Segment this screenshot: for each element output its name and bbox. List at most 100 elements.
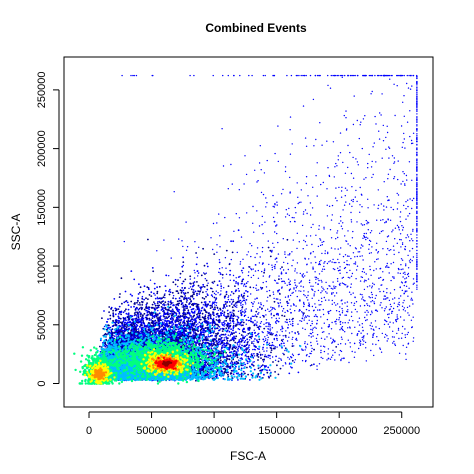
data-point	[339, 313, 341, 316]
data-point	[290, 356, 293, 359]
data-point	[400, 264, 402, 266]
data-point	[392, 261, 395, 264]
data-point	[258, 225, 261, 227]
data-point	[332, 338, 334, 341]
data-point	[291, 318, 293, 321]
data-point	[344, 331, 346, 333]
data-point	[159, 315, 162, 317]
data-point	[282, 338, 284, 341]
data-point	[178, 238, 180, 240]
data-point	[310, 285, 312, 287]
data-point	[416, 230, 418, 232]
data-point	[398, 229, 400, 231]
data-point	[315, 138, 317, 141]
data-point	[304, 341, 306, 343]
data-point	[377, 251, 380, 253]
data-point	[397, 160, 399, 162]
data-point	[273, 338, 275, 341]
data-point	[262, 331, 264, 334]
data-point	[314, 303, 316, 305]
data-point	[336, 303, 339, 305]
data-point	[303, 319, 305, 321]
data-point	[351, 237, 354, 239]
data-point	[320, 183, 322, 186]
data-point	[373, 283, 375, 286]
data-point	[324, 338, 326, 340]
data-point	[332, 281, 334, 283]
data-point	[330, 328, 333, 330]
data-point	[389, 292, 392, 294]
data-point	[416, 108, 418, 110]
data-point	[305, 345, 307, 348]
data-point	[287, 296, 289, 298]
data-point	[374, 74, 376, 77]
data-point	[370, 291, 373, 294]
data-point	[240, 293, 243, 296]
data-point	[404, 184, 406, 186]
data-point	[356, 311, 358, 313]
data-point	[260, 321, 263, 323]
data-point	[291, 216, 293, 219]
data-point	[177, 285, 179, 288]
data-point	[271, 269, 273, 271]
data-point	[416, 136, 418, 138]
data-point	[300, 189, 302, 191]
data-point	[250, 268, 252, 270]
data-point	[360, 343, 362, 345]
data-point	[393, 289, 396, 291]
data-point	[168, 275, 170, 277]
data-point	[225, 291, 228, 293]
data-point	[371, 160, 373, 163]
data-point	[382, 290, 385, 293]
data-point	[411, 299, 414, 301]
data-point	[215, 316, 217, 318]
data-point	[289, 252, 291, 255]
data-point	[265, 322, 267, 324]
data-point	[392, 245, 395, 247]
data-point	[400, 258, 403, 260]
data-point	[312, 266, 314, 268]
data-point	[407, 199, 409, 201]
data-point	[349, 277, 351, 279]
data-point	[313, 293, 315, 295]
data-point	[316, 343, 319, 345]
data-point	[241, 282, 243, 285]
data-point	[373, 142, 375, 144]
data-point	[225, 319, 228, 322]
data-point	[291, 265, 293, 267]
data-point	[381, 157, 383, 159]
data-point	[339, 329, 341, 331]
data-point	[250, 276, 252, 279]
data-point	[308, 315, 310, 318]
data-point	[260, 357, 262, 359]
data-point	[309, 332, 311, 335]
data-point	[274, 258, 276, 260]
data-point	[373, 204, 375, 206]
data-point	[405, 201, 407, 203]
data-point	[416, 90, 418, 92]
data-point	[290, 323, 292, 325]
data-point	[273, 300, 276, 303]
data-point	[238, 189, 240, 191]
data-point	[353, 304, 355, 307]
data-point	[402, 268, 404, 270]
data-point	[288, 358, 291, 360]
data-point	[311, 289, 314, 291]
data-point	[280, 329, 282, 331]
data-point	[188, 287, 190, 290]
data-point	[164, 297, 166, 299]
data-point	[284, 216, 287, 218]
data-point	[352, 123, 355, 126]
data-point	[349, 245, 351, 247]
data-point	[323, 228, 325, 230]
data-point	[397, 194, 400, 196]
data-point	[368, 305, 371, 307]
data-point	[215, 290, 217, 292]
data-point	[393, 157, 395, 159]
data-point	[156, 296, 159, 298]
data-point	[281, 340, 284, 343]
data-point	[404, 290, 406, 292]
data-point	[294, 284, 297, 286]
data-point	[374, 261, 376, 263]
data-point	[319, 244, 322, 247]
